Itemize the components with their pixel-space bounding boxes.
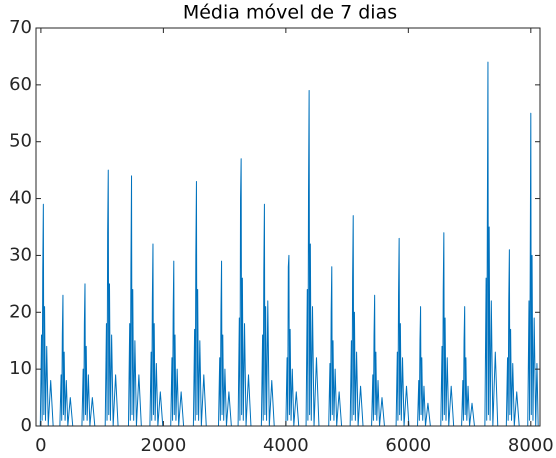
- y-tick-label: 0: [21, 415, 32, 436]
- x-tick-label: 4000: [263, 435, 309, 456]
- chart-title: Média móvel de 7 dias: [183, 2, 397, 24]
- x-tick-label: 2000: [140, 435, 186, 456]
- y-tick-label: 30: [9, 244, 32, 265]
- y-tick-label: 60: [9, 74, 32, 95]
- x-tick-label: 6000: [385, 435, 431, 456]
- data-line: [39, 61, 539, 427]
- y-tick-label: 70: [9, 17, 32, 38]
- y-tick-label: 20: [9, 301, 32, 322]
- x-tick-label: 8000: [508, 435, 554, 456]
- y-tick-label: 10: [9, 358, 32, 379]
- plot-frame: [35, 27, 541, 427]
- y-tick-label: 50: [9, 131, 32, 152]
- x-tick-label: 0: [35, 435, 46, 456]
- y-tick-label: 40: [9, 188, 32, 209]
